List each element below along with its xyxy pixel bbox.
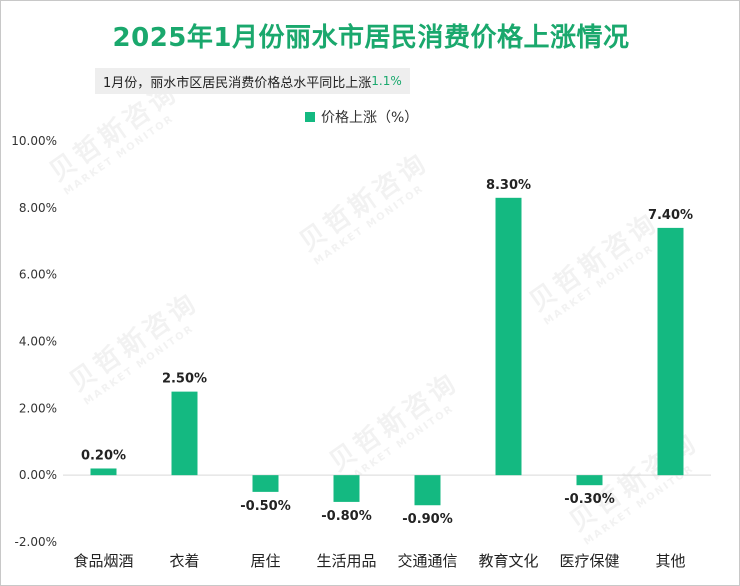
x-category-label: 衣着 — [169, 552, 199, 570]
chart-title: 2025年1月份丽水市居民消费价格上涨情况 — [112, 23, 630, 53]
y-tick-label: 6.00% — [19, 268, 57, 282]
data-label: -0.80% — [321, 509, 372, 524]
legend-swatch — [305, 112, 315, 122]
subtitle-box: 1月份，丽水市区居民消费价格总水平同比上涨 1.1% — [95, 68, 410, 94]
x-category-label: 医疗保健 — [559, 552, 619, 570]
data-label: -0.30% — [564, 492, 615, 507]
subtitle-text: 1月份，丽水市区居民消费价格总水平同比上涨 — [103, 75, 372, 91]
y-tick-label: 10.00% — [11, 134, 57, 148]
bar — [171, 391, 198, 476]
chart-legend: 价格上涨（%） — [305, 107, 418, 127]
data-label: 7.40% — [648, 208, 693, 223]
bar — [576, 475, 603, 486]
bar — [90, 468, 117, 476]
y-tick-label: -2.00% — [15, 535, 57, 549]
x-category-label: 交通通信 — [397, 552, 457, 570]
y-tick-label: 0.00% — [19, 468, 57, 482]
y-tick-label: 8.00% — [19, 201, 57, 215]
x-category-label: 居住 — [250, 552, 280, 570]
data-label: 0.20% — [81, 448, 126, 463]
bar — [252, 475, 279, 492]
x-category-label: 其他 — [655, 552, 685, 570]
x-category-label: 教育文化 — [478, 552, 538, 570]
x-category-label: 生活用品 — [316, 552, 376, 570]
subtitle-value: 1.1% — [371, 74, 402, 88]
bar — [495, 197, 522, 476]
x-category-label: 食品烟酒 — [73, 552, 133, 570]
bar — [657, 227, 684, 476]
data-label: 8.30% — [486, 178, 531, 193]
bar — [414, 475, 441, 506]
data-label: -0.90% — [402, 512, 453, 527]
legend-label: 价格上涨（%） — [321, 110, 419, 126]
data-label: 2.50% — [162, 372, 207, 387]
y-tick-label: 4.00% — [19, 335, 57, 349]
bar — [333, 475, 360, 502]
data-label: -0.50% — [240, 499, 291, 514]
y-tick-label: 2.00% — [19, 401, 57, 415]
